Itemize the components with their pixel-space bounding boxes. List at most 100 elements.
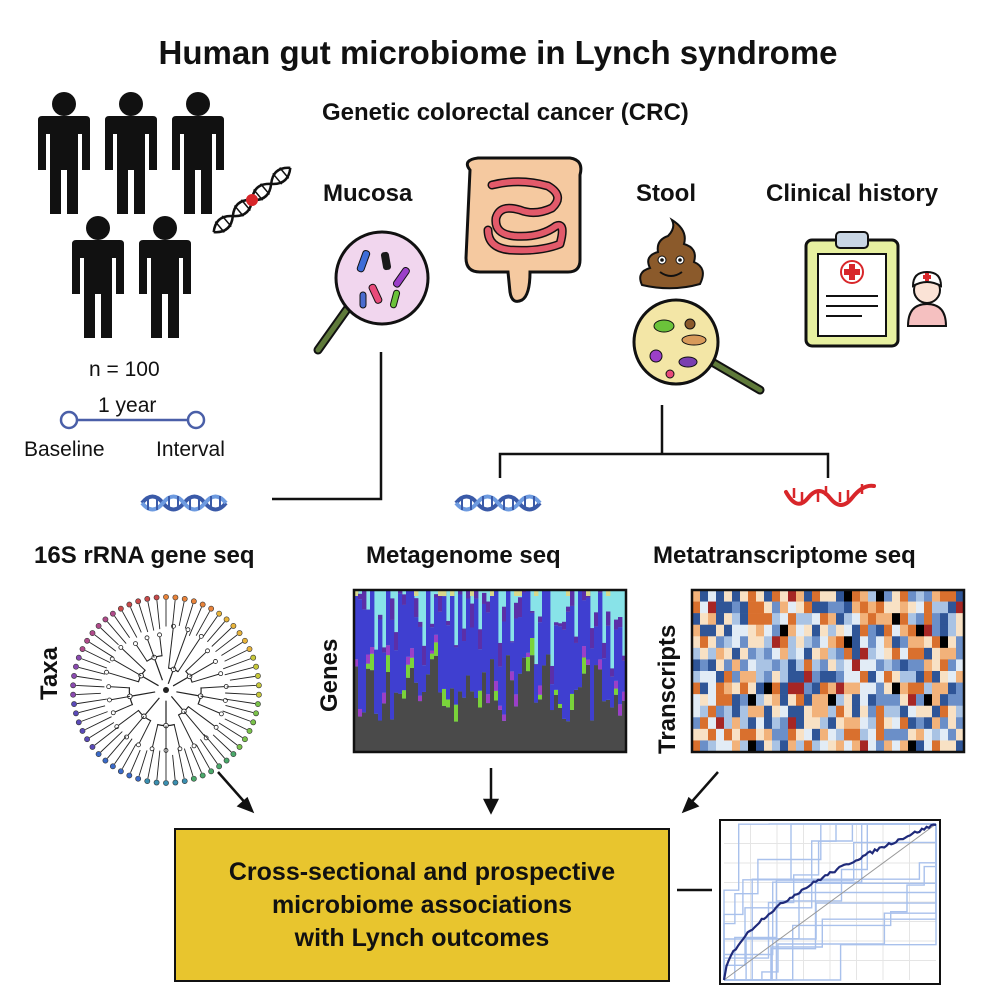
tree-leaf [79, 728, 86, 734]
heatmap-cell [700, 705, 709, 718]
dna-icon-16s [140, 494, 228, 512]
heatmap-cell [892, 624, 901, 637]
heatmap-cell [708, 694, 717, 707]
arrow-16s-to-box [217, 771, 255, 814]
connector-lines [272, 352, 830, 892]
heatmap-cell [772, 705, 781, 718]
tree-leaf [246, 646, 253, 652]
stacked-bar-segment [358, 716, 363, 752]
heatmap-cell [708, 624, 717, 637]
heatmap-cell [700, 659, 709, 672]
heatmap-cell [756, 659, 765, 672]
heatmap-cell [740, 671, 749, 683]
tree-leaf [153, 594, 160, 601]
heatmap-cell [780, 717, 789, 730]
tree-leaf [181, 596, 188, 602]
heatmap-cell [820, 659, 829, 672]
heatmap-cell [940, 728, 949, 741]
stacked-bar-segment [506, 590, 511, 656]
heatmap-cell [940, 659, 949, 672]
heatmap-cell [692, 624, 701, 637]
heatmap-cell [836, 740, 845, 753]
heatmap-cell [940, 647, 949, 660]
stacked-bar-segment [602, 701, 607, 752]
stacked-bar-segment [382, 692, 387, 704]
stacked-bar-segment [606, 699, 611, 752]
stacked-bar-segment [462, 641, 467, 698]
stacked-bar-segment [570, 590, 575, 606]
heatmap-cell [756, 717, 765, 730]
heatmap-cell [836, 671, 845, 683]
heatmap-cell [844, 636, 853, 649]
stacked-bar-segment [514, 694, 519, 707]
heatmap-cell [788, 590, 797, 602]
heatmap-cell [876, 728, 885, 741]
heatmap-cell [732, 740, 741, 753]
stacked-bar-segment [574, 689, 579, 752]
stacked-bar-segment [582, 646, 587, 658]
heatmap-cell [924, 717, 933, 730]
heatmap-cell [844, 613, 853, 626]
stacked-bar-segment [530, 655, 535, 752]
heatmap-cell [828, 624, 837, 637]
heatmap-cell [756, 624, 765, 637]
heatmap-cell [804, 636, 813, 649]
heatmap-cell [780, 601, 789, 614]
heatmap-cell [796, 705, 805, 718]
heatmap-cell [892, 728, 901, 741]
stacked-bar-segment [410, 657, 415, 668]
stacked-bar-segment [586, 590, 591, 596]
stacked-bar-segment [474, 698, 479, 752]
cohort-size-label: n = 100 [89, 358, 160, 381]
heatmap-cell [924, 636, 933, 649]
heatmap-cell [764, 728, 773, 741]
heatmap-cell [852, 740, 861, 753]
stacked-bar-segment [550, 710, 555, 752]
tree-leaf [172, 779, 179, 786]
heatmap-cell [724, 682, 733, 695]
metagenome-panel [352, 588, 628, 754]
heatmap-cell [804, 613, 813, 626]
heatmap-cell [948, 659, 957, 672]
stacked-bar-segment [362, 712, 367, 752]
stacked-bar-segment [610, 668, 615, 677]
tree-leaf [255, 691, 262, 698]
heatmap-cell [716, 647, 725, 660]
heatmap-cell [908, 601, 917, 614]
heatmap-cell [932, 717, 941, 730]
stacked-bar-segment [418, 626, 423, 696]
heatmap-cell [908, 728, 917, 741]
heatmap-cell [700, 647, 709, 660]
stacked-bar-segment [622, 655, 627, 661]
heatmap-cell [868, 601, 877, 614]
heatmap-cell [900, 590, 909, 602]
stacked-bar-segment [486, 612, 491, 695]
stacked-bar-segment [430, 627, 435, 651]
heatmap-cell [772, 694, 781, 707]
heatmap-cell [756, 601, 765, 614]
heatmap-cell [708, 740, 717, 753]
heatmap-cell [724, 717, 733, 730]
heatmap-cell [796, 636, 805, 649]
stacked-bar-segment [366, 668, 371, 752]
heatmap-cell [764, 717, 773, 730]
stacked-bar-segment [442, 705, 447, 752]
stacked-bar-segment [434, 597, 439, 635]
heatmap-cell [876, 717, 885, 730]
person-icon [139, 216, 191, 338]
stacked-bar-segment [438, 611, 443, 693]
heatmap-cell [708, 613, 717, 626]
stacked-bar-segment [410, 590, 415, 649]
stacked-bar-segment [478, 629, 483, 650]
heatmap-cell [908, 659, 917, 672]
stacked-bar-segment [494, 690, 499, 701]
heatmap-cell [700, 728, 709, 741]
stacked-bar-segment [614, 629, 619, 681]
stacked-bar-segment [382, 647, 387, 653]
tree-leaf [79, 646, 86, 652]
heatmap-cell [948, 613, 957, 626]
stacked-bar-segment [538, 616, 543, 623]
heatmap-cell [700, 682, 709, 695]
heatmap-cell [916, 636, 925, 649]
heatmap-cell [916, 659, 925, 672]
